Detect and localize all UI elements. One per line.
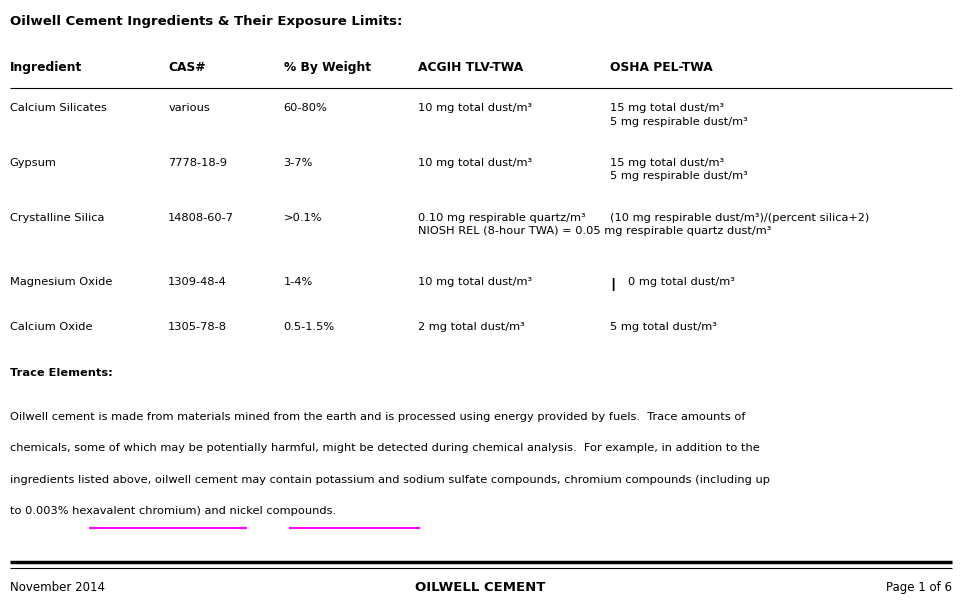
Text: Ingredient: Ingredient xyxy=(10,61,82,74)
Text: OSHA PEL-TWA: OSHA PEL-TWA xyxy=(611,61,713,74)
Text: 0 mg total dust/m³: 0 mg total dust/m³ xyxy=(627,277,734,286)
Text: I: I xyxy=(611,277,616,295)
Text: November 2014: November 2014 xyxy=(10,581,104,593)
Text: 1-4%: 1-4% xyxy=(283,277,313,286)
Text: various: various xyxy=(169,103,210,113)
Text: 1309-48-4: 1309-48-4 xyxy=(169,277,227,286)
Text: Oilwell cement is made from materials mined from the earth and is processed usin: Oilwell cement is made from materials mi… xyxy=(10,412,745,421)
Text: Trace Elements:: Trace Elements: xyxy=(10,368,112,378)
Text: 10 mg total dust/m³: 10 mg total dust/m³ xyxy=(418,103,533,113)
Text: CAS#: CAS# xyxy=(169,61,206,74)
Text: 60-80%: 60-80% xyxy=(283,103,327,113)
Text: to 0.003% hexavalent chromium) and nickel compounds.: to 0.003% hexavalent chromium) and nicke… xyxy=(10,506,336,516)
Text: 15 mg total dust/m³
5 mg respirable dust/m³: 15 mg total dust/m³ 5 mg respirable dust… xyxy=(611,158,748,181)
Text: (10 mg respirable dust/m³)/(percent silica+2): (10 mg respirable dust/m³)/(percent sili… xyxy=(611,213,870,223)
Text: 3-7%: 3-7% xyxy=(283,158,313,168)
Text: Calcium Oxide: Calcium Oxide xyxy=(10,322,93,332)
Text: 0.5-1.5%: 0.5-1.5% xyxy=(283,322,335,332)
Text: 14808-60-7: 14808-60-7 xyxy=(169,213,234,223)
Text: OILWELL CEMENT: OILWELL CEMENT xyxy=(416,581,545,593)
Text: ingredients listed above, oilwell cement may contain potassium and sodium sulfat: ingredients listed above, oilwell cement… xyxy=(10,475,769,485)
Text: 2 mg total dust/m³: 2 mg total dust/m³ xyxy=(418,322,525,332)
Text: chemicals, some of which may be potentially harmful, might be detected during ch: chemicals, some of which may be potentia… xyxy=(10,443,760,453)
Text: 1305-78-8: 1305-78-8 xyxy=(169,322,227,332)
Text: Oilwell Cement Ingredients & Their Exposure Limits:: Oilwell Cement Ingredients & Their Expos… xyxy=(10,15,402,28)
Text: 15 mg total dust/m³
5 mg respirable dust/m³: 15 mg total dust/m³ 5 mg respirable dust… xyxy=(611,103,748,126)
Text: 0.10 mg respirable quartz/m³
NIOSH REL (8-hour TWA) = 0.05 mg respirable quartz : 0.10 mg respirable quartz/m³ NIOSH REL (… xyxy=(418,213,771,236)
Text: 10 mg total dust/m³: 10 mg total dust/m³ xyxy=(418,158,533,168)
Text: Calcium Silicates: Calcium Silicates xyxy=(10,103,106,113)
Text: Gypsum: Gypsum xyxy=(10,158,56,168)
Text: 7778-18-9: 7778-18-9 xyxy=(169,158,227,168)
Text: Page 1 of 6: Page 1 of 6 xyxy=(885,581,952,593)
Text: 5 mg total dust/m³: 5 mg total dust/m³ xyxy=(611,322,717,332)
Text: >0.1%: >0.1% xyxy=(283,213,322,223)
Text: % By Weight: % By Weight xyxy=(283,61,370,74)
Text: ACGIH TLV-TWA: ACGIH TLV-TWA xyxy=(418,61,523,74)
Text: 10 mg total dust/m³: 10 mg total dust/m³ xyxy=(418,277,533,286)
Text: Magnesium Oxide: Magnesium Oxide xyxy=(10,277,112,286)
Text: Crystalline Silica: Crystalline Silica xyxy=(10,213,104,223)
